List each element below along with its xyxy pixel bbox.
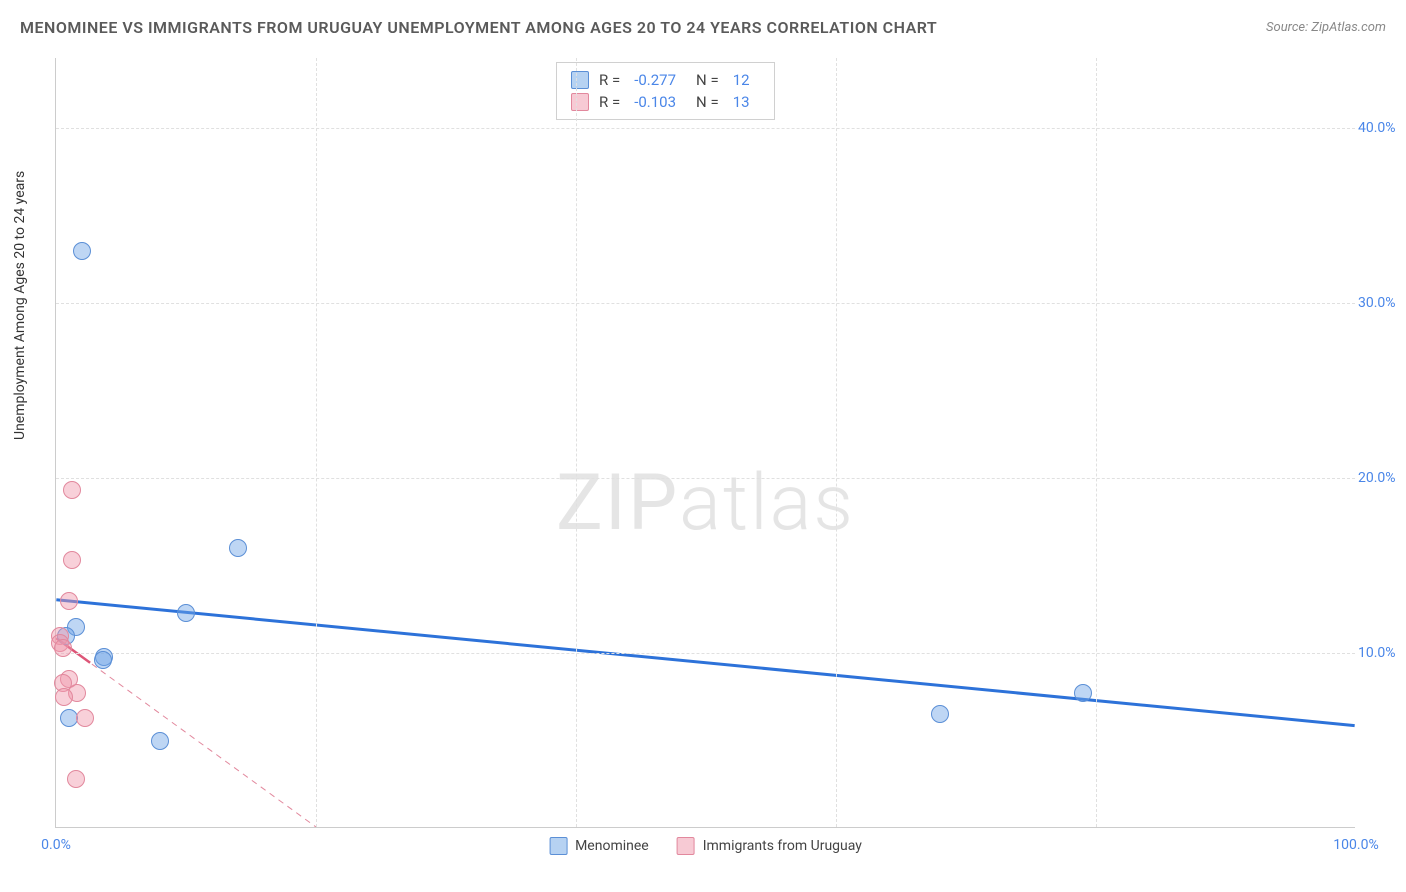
- data-point: [63, 481, 81, 499]
- ytick-label: 40.0%: [1358, 120, 1406, 136]
- plot-area: ZIPatlas R = -0.277 N = 12 R = -0.103 N …: [55, 58, 1355, 828]
- data-point: [151, 732, 169, 750]
- gridline-v: [836, 58, 837, 827]
- data-point: [229, 539, 247, 557]
- r-label: R =: [599, 93, 620, 111]
- watermark: ZIPatlas: [56, 458, 1355, 549]
- data-point: [55, 688, 73, 706]
- legend-bottom: Menominee Immigrants from Uruguay: [549, 837, 862, 855]
- ytick-label: 30.0%: [1358, 295, 1406, 311]
- xtick-label: 100.0%: [1333, 837, 1378, 853]
- ytick-label: 20.0%: [1358, 470, 1406, 486]
- gridline-v: [1096, 58, 1097, 827]
- stats-row-menominee: R = -0.277 N = 12: [571, 69, 760, 91]
- xtick-label: 0.0%: [41, 837, 71, 853]
- swatch-pink-icon: [571, 93, 589, 111]
- n-label: N =: [696, 71, 719, 89]
- trend-lines: [56, 58, 1355, 827]
- gridline-h: [56, 478, 1355, 479]
- data-point: [63, 551, 81, 569]
- gridline-h: [56, 303, 1355, 304]
- source-attribution: Source: ZipAtlas.com: [1266, 20, 1386, 35]
- data-point: [94, 651, 112, 669]
- gridline-v: [576, 58, 577, 827]
- title-bar: MENOMINEE VS IMMIGRANTS FROM URUGUAY UNE…: [20, 18, 1386, 37]
- data-point: [60, 592, 78, 610]
- gridline-h: [56, 128, 1355, 129]
- swatch-pink-icon: [677, 837, 695, 855]
- n-value: 12: [733, 71, 750, 89]
- data-point: [177, 604, 195, 622]
- legend-item-uruguay: Immigrants from Uruguay: [677, 837, 862, 855]
- data-point: [67, 770, 85, 788]
- data-point: [1074, 684, 1092, 702]
- swatch-blue-icon: [549, 837, 567, 855]
- legend-label: Menominee: [575, 838, 649, 854]
- data-point: [54, 639, 72, 657]
- y-axis-label: Unemployment Among Ages 20 to 24 years: [12, 171, 28, 440]
- data-point: [73, 242, 91, 260]
- legend-item-menominee: Menominee: [549, 837, 649, 855]
- gridline-h: [56, 653, 1355, 654]
- r-value: -0.277: [634, 71, 676, 89]
- data-point: [931, 705, 949, 723]
- watermark-bold: ZIP: [556, 458, 679, 549]
- ytick-label: 10.0%: [1358, 645, 1406, 661]
- stats-box: R = -0.277 N = 12 R = -0.103 N = 13: [556, 62, 775, 120]
- stats-row-uruguay: R = -0.103 N = 13: [571, 91, 760, 113]
- swatch-blue-icon: [571, 71, 589, 89]
- watermark-thin: atlas: [679, 458, 855, 549]
- chart-title: MENOMINEE VS IMMIGRANTS FROM URUGUAY UNE…: [20, 18, 937, 37]
- n-label: N =: [696, 93, 719, 111]
- n-value: 13: [733, 93, 750, 111]
- r-label: R =: [599, 71, 620, 89]
- data-point: [76, 709, 94, 727]
- gridline-v: [316, 58, 317, 827]
- r-value: -0.103: [634, 93, 676, 111]
- legend-label: Immigrants from Uruguay: [703, 838, 862, 854]
